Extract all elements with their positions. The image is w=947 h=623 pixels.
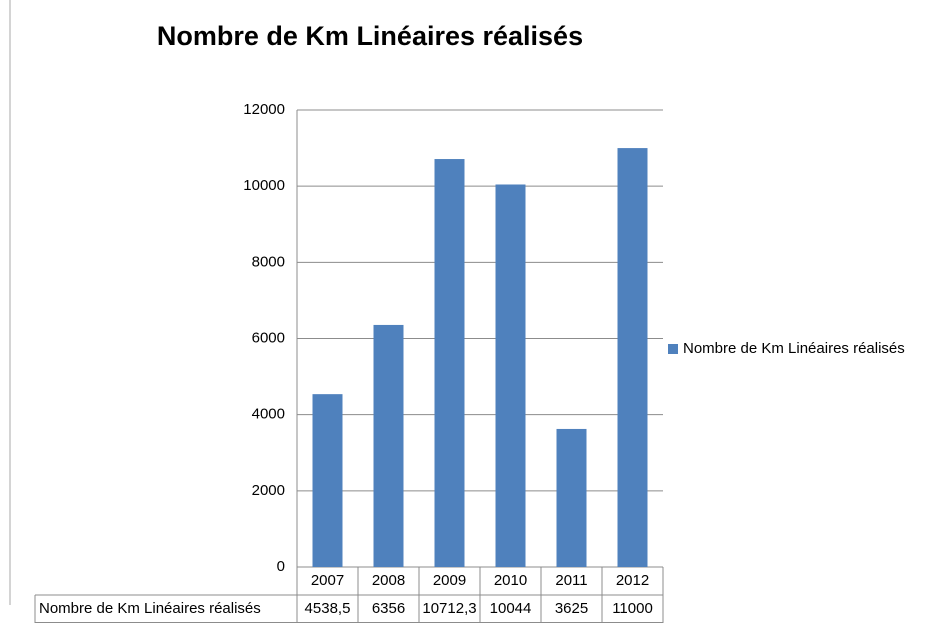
- table-value: 3625: [555, 600, 588, 617]
- x-tick-label: 2011: [555, 572, 587, 589]
- bar: [556, 428, 587, 567]
- bar: [312, 394, 343, 567]
- table-value: 11000: [612, 600, 653, 617]
- table-value: 4538,5: [305, 600, 351, 617]
- table-value: 10044: [490, 600, 532, 617]
- legend-swatch: [668, 344, 678, 354]
- y-tick-label: 0: [277, 558, 285, 575]
- legend-label: Nombre de Km Linéaires réalisés: [683, 340, 905, 357]
- table-value: 10712,3: [422, 600, 476, 617]
- table-row-label: Nombre de Km Linéaires réalisés: [39, 600, 261, 617]
- bar: [434, 159, 465, 567]
- y-tick-label: 6000: [252, 329, 285, 346]
- bar: [495, 184, 526, 567]
- y-tick-label: 2000: [252, 482, 285, 499]
- y-tick-label: 10000: [243, 177, 285, 194]
- bar: [373, 324, 404, 567]
- y-tick-label: 12000: [243, 101, 285, 118]
- x-tick-label: 2008: [372, 572, 405, 589]
- x-tick-label: 2009: [433, 572, 466, 589]
- chart-title: Nombre de Km Linéaires réalisés: [157, 21, 583, 51]
- table-value: 6356: [372, 600, 405, 617]
- x-tick-label: 2012: [616, 572, 649, 589]
- y-tick-label: 8000: [252, 253, 285, 270]
- bar: [617, 148, 648, 568]
- x-tick-label: 2007: [311, 572, 344, 589]
- x-tick-label: 2010: [494, 572, 527, 589]
- y-tick-label: 4000: [252, 406, 285, 423]
